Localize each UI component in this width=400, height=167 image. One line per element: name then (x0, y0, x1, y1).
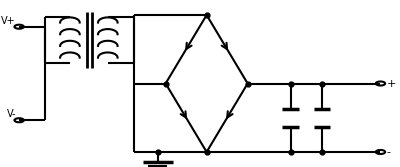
Text: V-: V- (6, 109, 16, 119)
Text: -: - (386, 147, 390, 157)
Text: V+: V+ (1, 16, 16, 26)
Text: +: + (386, 78, 396, 89)
